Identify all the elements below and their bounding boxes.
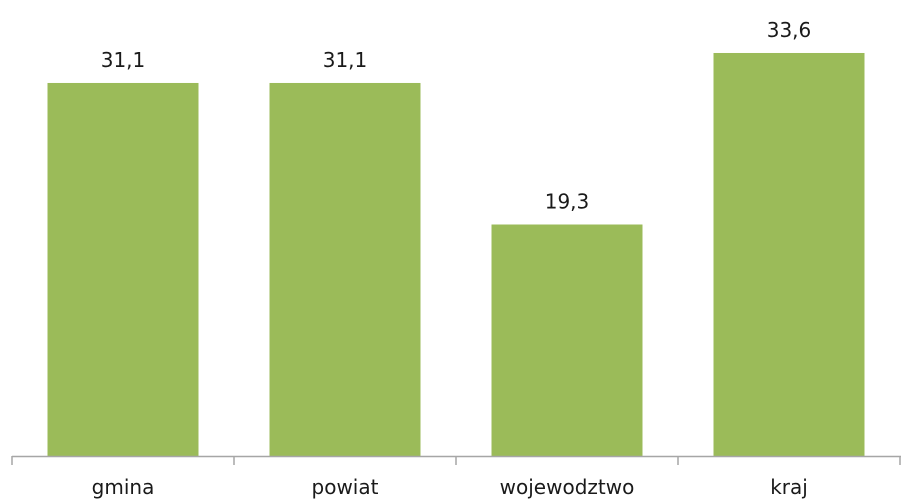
value-label-powiat: 31,1 xyxy=(323,48,368,72)
value-label-gmina: 31,1 xyxy=(101,48,146,72)
value-label-kraj: 33,6 xyxy=(767,18,812,42)
bars-group xyxy=(47,52,865,457)
bar-kraj xyxy=(713,52,865,456)
category-labels-group: gmina powiat wojewodztwo kraj xyxy=(92,475,808,499)
category-label-powiat: powiat xyxy=(312,475,379,499)
x-axis xyxy=(11,455,901,465)
category-label-gmina: gmina xyxy=(92,475,155,499)
value-labels-group: 31,1 31,1 19,3 33,6 xyxy=(101,18,812,214)
value-label-wojewodztwo: 19,3 xyxy=(545,190,590,214)
bar-wojewodztwo xyxy=(491,224,643,456)
category-label-kraj: kraj xyxy=(770,475,808,499)
category-label-wojewodztwo: wojewodztwo xyxy=(500,475,635,499)
bar-gmina xyxy=(47,82,199,457)
bar-powiat xyxy=(269,82,421,457)
